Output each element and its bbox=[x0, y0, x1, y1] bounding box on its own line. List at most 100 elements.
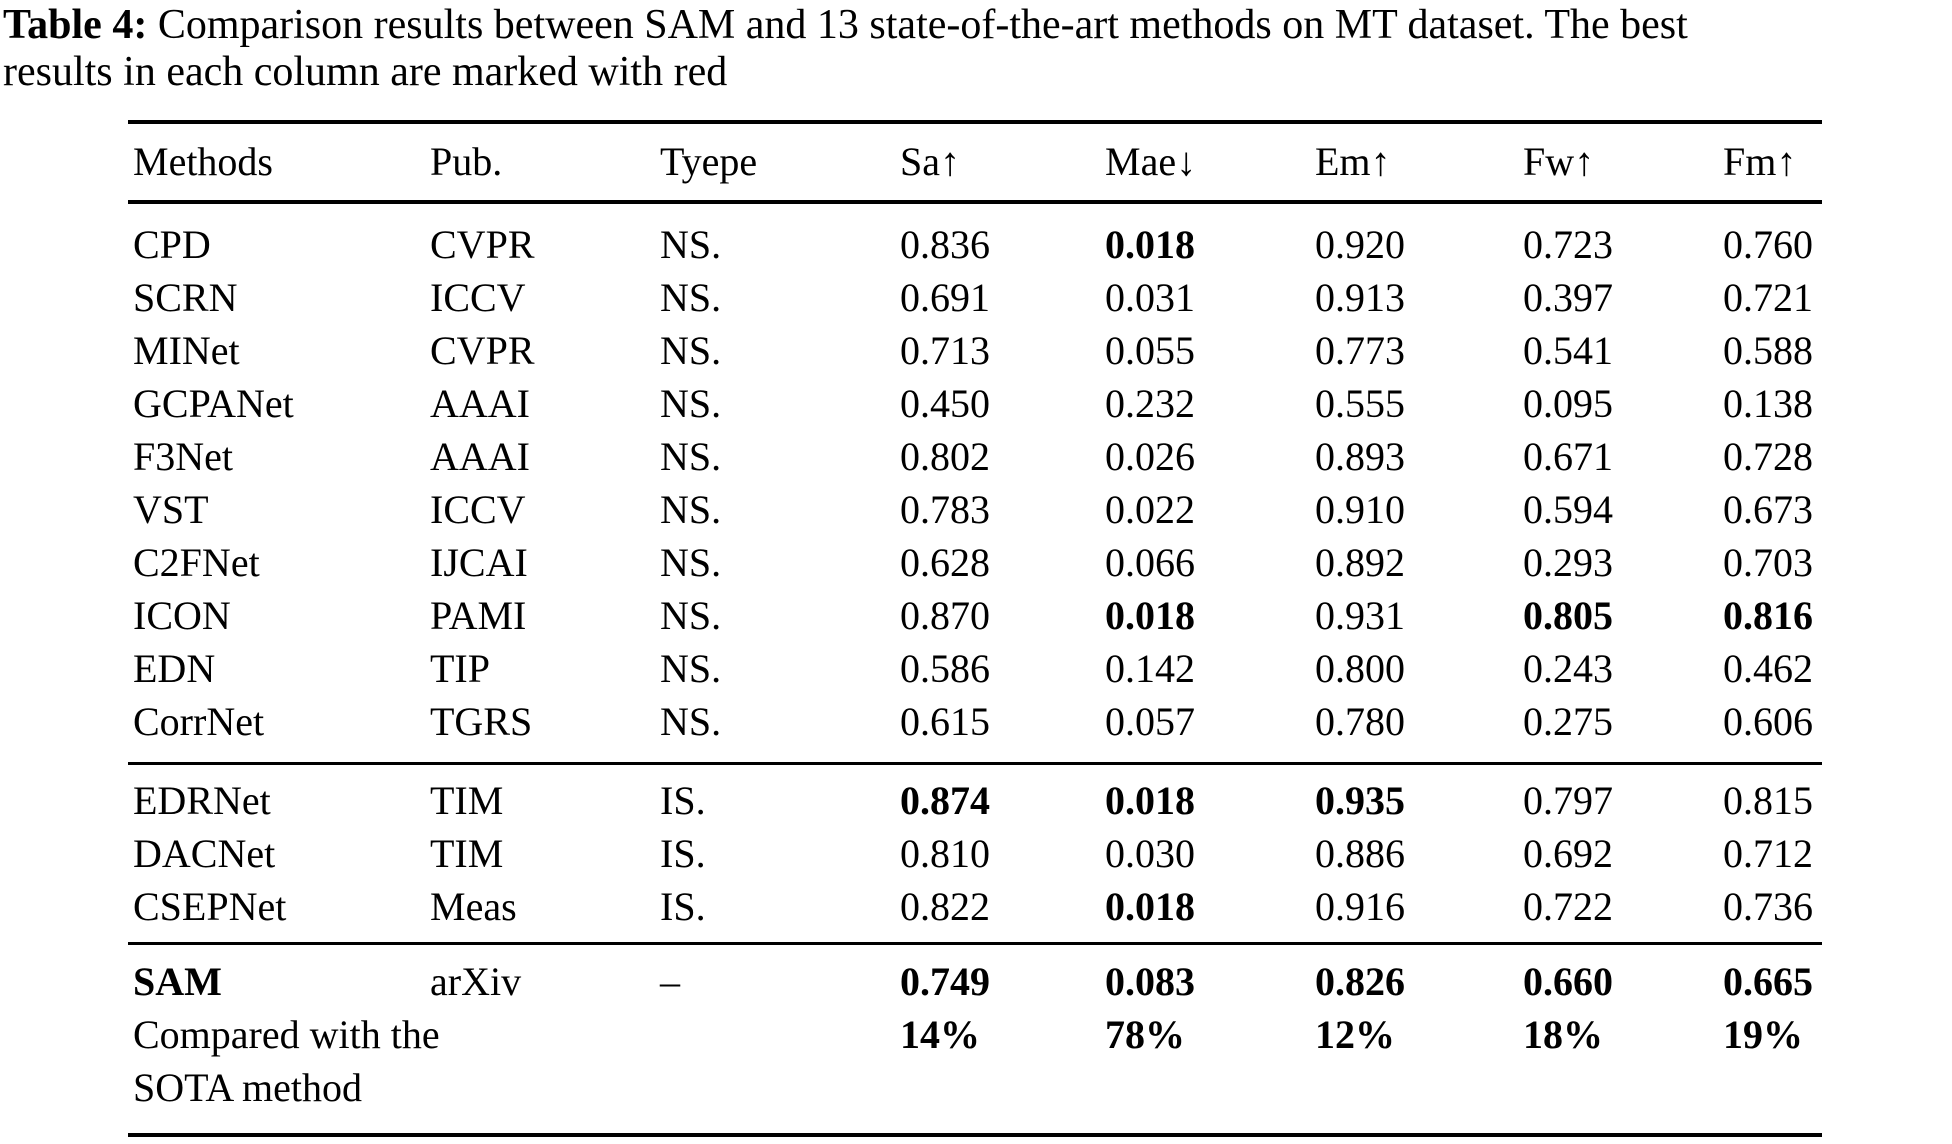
cell-fw: 0.095 bbox=[1523, 381, 1613, 426]
cell-sa: 0.713 bbox=[900, 328, 990, 373]
cell-type: NS. bbox=[660, 222, 722, 267]
cell-methods: GCPANet bbox=[133, 381, 294, 426]
cell-methods: VST bbox=[133, 487, 209, 532]
cell-mae: 0.018 bbox=[1105, 222, 1195, 267]
cell-type: NS. bbox=[660, 434, 722, 479]
cell-sa: 0.749 bbox=[900, 959, 990, 1004]
section-divider-1 bbox=[128, 762, 1822, 765]
cell-pub: arXiv bbox=[430, 959, 522, 1004]
cell-methods: CPD bbox=[133, 222, 211, 267]
table-row: CPD CVPR NS. 0.836 0.018 0.920 0.723 0.760 bbox=[128, 218, 1822, 271]
cell-methods: EDN bbox=[133, 646, 216, 691]
cell-sa: 14% bbox=[900, 1012, 980, 1057]
cell-methods: ICON bbox=[133, 593, 231, 638]
cell-em: 0.800 bbox=[1315, 646, 1405, 691]
cell-fm: 0.665 bbox=[1723, 959, 1813, 1004]
table-row: MINet CVPR NS. 0.713 0.055 0.773 0.541 0.588 bbox=[128, 324, 1822, 377]
cell-methods: DACNet bbox=[133, 831, 276, 876]
cell-methods: CSEPNet bbox=[133, 884, 287, 929]
column-header-fw: Fw↑ bbox=[1523, 139, 1595, 184]
cell-type: NS. bbox=[660, 328, 722, 373]
cell-fm: 0.462 bbox=[1723, 646, 1813, 691]
cell-methods: SCRN bbox=[133, 275, 238, 320]
cell-sa: 0.870 bbox=[900, 593, 990, 638]
cell-fm: 0.588 bbox=[1723, 328, 1813, 373]
column-header-em: Em↑ bbox=[1315, 139, 1391, 184]
cell-fm bbox=[1723, 1061, 1822, 1114]
cell-fm: 0.703 bbox=[1723, 540, 1813, 585]
cell-pub: TIP bbox=[430, 646, 490, 691]
cell-em: 0.892 bbox=[1315, 540, 1405, 585]
cell-mae: 0.018 bbox=[1105, 884, 1195, 929]
cell-type: NS. bbox=[660, 540, 722, 585]
cell-type: NS. bbox=[660, 275, 722, 320]
cell-pub: IJCAI bbox=[430, 540, 528, 585]
column-header-methods: Methods bbox=[133, 139, 273, 184]
table-row: F3Net AAAI NS. 0.802 0.026 0.893 0.671 0.728 bbox=[128, 430, 1822, 483]
cell-fw: 0.243 bbox=[1523, 646, 1613, 691]
column-header-type: Tyepe bbox=[660, 139, 758, 184]
table-row: EDRNet TIM IS. 0.874 0.018 0.935 0.797 0.815 bbox=[128, 774, 1822, 827]
cell-pub: ICCV bbox=[430, 275, 526, 320]
cell-fm: 0.816 bbox=[1723, 593, 1813, 638]
cell-methods: MINet bbox=[133, 328, 240, 373]
table-row: CorrNet TGRS NS. 0.615 0.057 0.780 0.275 0.606 bbox=[128, 695, 1822, 748]
cell-fm: 19% bbox=[1723, 1012, 1803, 1057]
cell-sa: 0.822 bbox=[900, 884, 990, 929]
column-header-fm: Fm↑ bbox=[1723, 139, 1797, 184]
cell-fw: 0.671 bbox=[1523, 434, 1613, 479]
cell-em: 0.780 bbox=[1315, 699, 1405, 744]
cell-sa: 0.874 bbox=[900, 778, 990, 823]
cell-fm: 0.728 bbox=[1723, 434, 1813, 479]
cell-fw: 0.805 bbox=[1523, 593, 1613, 638]
cell-sa: 0.810 bbox=[900, 831, 990, 876]
cell-pub: TIM bbox=[430, 831, 504, 876]
caption-line-1: Table 4: Comparison results between SAM … bbox=[3, 2, 1952, 49]
cell-em: 0.913 bbox=[1315, 275, 1405, 320]
cell-fm: 0.815 bbox=[1723, 778, 1813, 823]
cell-type bbox=[660, 1061, 900, 1114]
cell-pub: AAAI bbox=[430, 434, 530, 479]
cell-em: 0.773 bbox=[1315, 328, 1405, 373]
results-table: Methods Pub. Tyepe Sa↑ Mae↓ Em↑ Fw↑ Fm↑ CPD CVPR… bbox=[128, 120, 1822, 1137]
cell-fm: 0.721 bbox=[1723, 275, 1813, 320]
cell-sa: 0.586 bbox=[900, 646, 990, 691]
cell-fw: 0.397 bbox=[1523, 275, 1613, 320]
cell-mae: 78% bbox=[1105, 1012, 1185, 1057]
cell-fw: 0.722 bbox=[1523, 884, 1613, 929]
cell-mae: 0.055 bbox=[1105, 328, 1195, 373]
cell-fw: 0.723 bbox=[1523, 222, 1613, 267]
cell-em: 12% bbox=[1315, 1012, 1395, 1057]
cell-pub: ICCV bbox=[430, 487, 526, 532]
table-bottom-rule bbox=[128, 1133, 1822, 1137]
cell-fm: 0.606 bbox=[1723, 699, 1813, 744]
table-row: CSEPNet Meas IS. 0.822 0.018 0.916 0.722 0.736 bbox=[128, 880, 1822, 933]
cell-em: 0.916 bbox=[1315, 884, 1405, 929]
cell-fm: 0.736 bbox=[1723, 884, 1813, 929]
cell-mae: 0.232 bbox=[1105, 381, 1195, 426]
cell-pub: AAAI bbox=[430, 381, 530, 426]
cell-mae: 0.142 bbox=[1105, 646, 1195, 691]
cell-mae: 0.057 bbox=[1105, 699, 1195, 744]
table-section-is: EDRNet TIM IS. 0.874 0.018 0.935 0.797 0.815 DAC… bbox=[128, 765, 1822, 942]
cell-methods: SOTA method bbox=[133, 1065, 363, 1110]
cell-type: NS. bbox=[660, 699, 722, 744]
cell-fm: 0.760 bbox=[1723, 222, 1813, 267]
cell-type: – bbox=[660, 959, 680, 1004]
cell-pub: Meas bbox=[430, 884, 517, 929]
cell-type: NS. bbox=[660, 593, 722, 638]
table-section-ns: CPD CVPR NS. 0.836 0.018 0.920 0.723 0.760 SCRN I… bbox=[128, 204, 1822, 762]
cell-type: NS. bbox=[660, 487, 722, 532]
cell-fw: 0.660 bbox=[1523, 959, 1613, 1004]
cell-em: 0.893 bbox=[1315, 434, 1405, 479]
cell-fw: 0.293 bbox=[1523, 540, 1613, 585]
cell-pub: CVPR bbox=[430, 328, 535, 373]
cell-mae: 0.018 bbox=[1105, 778, 1195, 823]
cell-sa: 0.450 bbox=[900, 381, 990, 426]
cell-mae: 0.030 bbox=[1105, 831, 1195, 876]
table-row: DACNet TIM IS. 0.810 0.030 0.886 0.692 0.712 bbox=[128, 827, 1822, 880]
cell-pub bbox=[430, 1008, 660, 1061]
cell-em: 0.826 bbox=[1315, 959, 1405, 1004]
cell-methods: F3Net bbox=[133, 434, 233, 479]
